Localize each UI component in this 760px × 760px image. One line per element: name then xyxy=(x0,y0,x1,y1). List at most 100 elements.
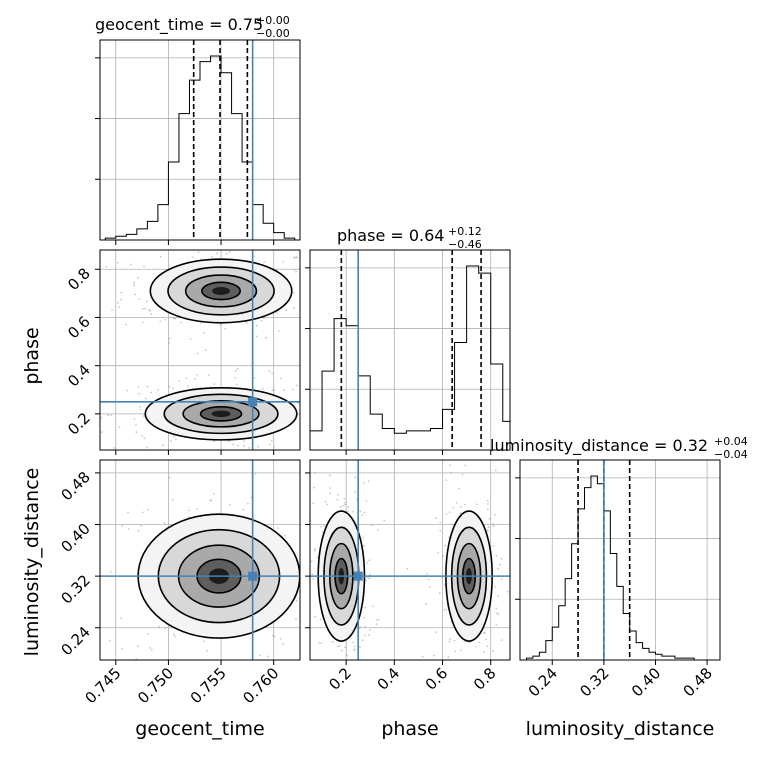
sample-point xyxy=(225,252,228,255)
title-luminosity_distance-upper: +0.04 xyxy=(714,435,748,448)
sample-point xyxy=(492,523,494,525)
sample-point xyxy=(333,720,335,722)
sample-point xyxy=(486,690,488,692)
sample-point xyxy=(312,577,315,580)
sample-point xyxy=(306,413,308,415)
sample-point xyxy=(143,265,145,268)
sample-point xyxy=(307,410,309,412)
sample-point xyxy=(365,579,367,582)
sample-point xyxy=(447,710,449,712)
sample-point xyxy=(314,471,317,474)
sample-point xyxy=(500,639,503,641)
sample-point xyxy=(273,635,276,638)
sample-point xyxy=(159,255,162,258)
sample-point xyxy=(368,573,371,576)
sample-point xyxy=(207,700,209,702)
sample-point xyxy=(477,669,479,671)
sample-point xyxy=(120,298,122,301)
sample-point xyxy=(314,616,317,618)
sample-point xyxy=(141,307,144,310)
sample-point xyxy=(453,639,456,642)
x-tick-label: 0.750 xyxy=(134,664,177,707)
sample-point xyxy=(302,608,304,610)
sample-point xyxy=(194,378,197,380)
sample-point xyxy=(196,352,199,355)
sample-point xyxy=(501,578,503,580)
sample-point xyxy=(168,385,171,388)
sample-point xyxy=(219,324,222,326)
panel-frame xyxy=(309,459,511,661)
sample-point xyxy=(334,486,336,488)
sample-point xyxy=(206,649,209,652)
x-tick-label: 0.8 xyxy=(470,664,500,694)
sample-point xyxy=(271,389,274,392)
x-tick-label: 0.24 xyxy=(525,664,561,700)
sample-point xyxy=(383,519,386,522)
sample-point xyxy=(127,511,130,514)
sample-point xyxy=(137,385,140,388)
sample-point xyxy=(301,387,303,389)
sample-point xyxy=(296,384,298,387)
sample-point xyxy=(135,431,138,434)
sample-point xyxy=(315,295,317,297)
x-tick-label: 0.760 xyxy=(239,664,282,707)
sample-point xyxy=(328,474,331,477)
sample-point xyxy=(375,623,378,626)
sample-point xyxy=(303,541,305,543)
x-tick-label: 0.4 xyxy=(374,664,404,694)
sample-point xyxy=(107,414,110,417)
sample-point xyxy=(474,689,476,691)
hist-step-luminosity_distance xyxy=(525,475,714,661)
sample-point xyxy=(272,634,274,637)
sample-point xyxy=(495,607,498,610)
y-tick-label: 0.24 xyxy=(57,623,93,659)
sample-point xyxy=(46,264,48,266)
sample-point xyxy=(406,567,409,570)
sample-point xyxy=(137,392,140,395)
pair-panel-phase-luminosity_distance: 0.2 0.4 0.6 0.8 xyxy=(305,459,511,722)
sample-point xyxy=(333,299,335,301)
hist-panel-luminosity_distance: 0.24 0.32 0.40 0.48 xyxy=(515,459,721,700)
sample-point xyxy=(310,560,313,563)
sample-point xyxy=(366,561,369,564)
sample-point xyxy=(332,696,334,698)
sample-point xyxy=(196,373,199,376)
sample-point xyxy=(488,517,491,520)
sample-point xyxy=(267,655,270,658)
contour-line xyxy=(163,393,279,435)
sample-point xyxy=(442,555,445,558)
sample-point xyxy=(438,592,441,594)
sample-point xyxy=(318,641,321,644)
sample-point xyxy=(224,328,227,330)
sample-point xyxy=(359,296,361,298)
sample-point xyxy=(261,387,264,390)
sample-point xyxy=(326,503,329,506)
sample-point xyxy=(174,438,177,441)
sample-point xyxy=(464,676,466,678)
sample-point xyxy=(138,298,141,301)
sample-point xyxy=(344,501,347,504)
sample-point xyxy=(311,573,314,576)
sample-point xyxy=(133,284,135,287)
sample-point xyxy=(399,540,401,542)
panel-frame xyxy=(99,459,301,661)
sample-point xyxy=(282,389,285,392)
sample-point xyxy=(293,256,296,259)
sample-point xyxy=(302,258,304,260)
sample-point xyxy=(421,655,424,658)
sample-point xyxy=(319,618,322,621)
sample-point xyxy=(113,447,116,449)
sample-point xyxy=(273,446,276,449)
sample-point xyxy=(120,617,122,619)
xlabel-geocent_time: geocent_time xyxy=(135,718,264,740)
sample-point xyxy=(461,473,464,476)
sample-point xyxy=(352,649,355,652)
sample-point xyxy=(268,370,271,372)
sample-point xyxy=(279,377,282,380)
sample-point xyxy=(375,618,378,621)
contour-line xyxy=(144,387,298,441)
sample-point xyxy=(362,536,364,539)
sample-point xyxy=(116,261,119,264)
sample-point xyxy=(142,415,145,417)
sample-point xyxy=(361,639,364,642)
